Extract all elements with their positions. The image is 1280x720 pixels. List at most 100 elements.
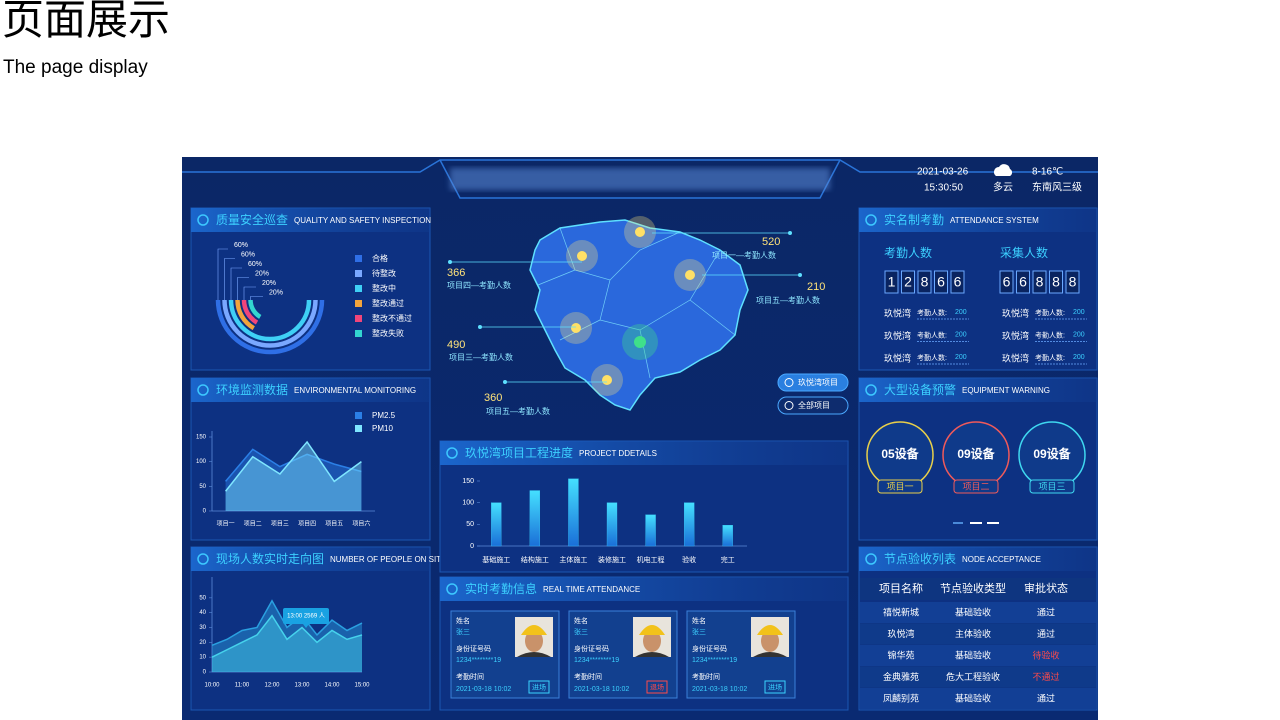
map-leader-dot	[448, 260, 452, 264]
x-tick-label: 15:00	[354, 683, 370, 689]
panel-icon	[197, 384, 209, 396]
area-line	[225, 448, 362, 482]
wind: 东南风三级	[1032, 181, 1082, 194]
radial-label: 60%	[248, 261, 262, 268]
map-pin	[635, 227, 645, 237]
panel-icon	[865, 553, 877, 565]
map-leader-dot	[478, 325, 482, 329]
legend-label: 合格	[372, 253, 388, 263]
equipment-tag	[1029, 479, 1075, 494]
weather: 多云	[993, 181, 1013, 194]
table-cell: 不通过	[1032, 671, 1059, 682]
radial-bar	[215, 299, 325, 355]
digit-box	[901, 270, 915, 294]
x-tick-label: 11:00	[235, 683, 250, 689]
card-value: 2021-03-18 10:02	[692, 686, 747, 693]
x-tick-label: 12:00	[264, 683, 280, 689]
worker-helmet	[639, 625, 665, 635]
x-tick-label: 13:00	[294, 683, 310, 689]
area-line	[211, 614, 363, 658]
map-button[interactable]	[777, 396, 849, 415]
counter-label: 采集人数	[1000, 245, 1048, 260]
x-tick-label: 主体施工	[559, 555, 587, 564]
panel-title: 节点验收列表	[884, 551, 956, 566]
digit-box	[934, 270, 948, 294]
radial-bar	[228, 299, 312, 342]
panel-icon	[446, 583, 458, 595]
map-region	[529, 219, 749, 411]
table-row	[860, 666, 1096, 688]
x-tick-label: 项目四	[298, 521, 316, 528]
y-tick-label: 50	[199, 595, 206, 601]
radial-leader	[237, 277, 249, 300]
panel-header	[440, 577, 848, 601]
table-row	[860, 623, 1096, 645]
digit: 6	[1019, 274, 1027, 290]
radial-label: 20%	[269, 289, 283, 296]
panel-icon	[446, 447, 458, 459]
radial-label: 60%	[241, 251, 255, 258]
table-cell: 基础验收	[955, 649, 991, 660]
row-value: 200	[1073, 309, 1085, 316]
panel-title: 玖悦湾项目工程进度	[465, 445, 573, 460]
temperature: 8-16℃	[1032, 167, 1063, 178]
status-box	[528, 680, 550, 694]
map-label: 项目三—考勤人数	[449, 352, 513, 362]
table-header-cell: 审批状态	[1024, 581, 1068, 595]
page-title: 页面展示	[2, 0, 170, 43]
map-label: 项目一—考勤人数	[712, 250, 776, 260]
panel-title: 环境监测数据	[216, 382, 288, 397]
table-cell: 凤麟别苑	[883, 692, 919, 703]
map-button-icon	[784, 401, 794, 410]
card-value: 2021-03-18 10:02	[574, 686, 629, 693]
y-tick-label: 40	[199, 610, 206, 616]
map-button-label[interactable]: 全部项目	[798, 400, 830, 410]
map-button-icon	[784, 378, 794, 387]
radial-leader	[217, 248, 228, 300]
bar	[683, 502, 695, 547]
map-button-label[interactable]: 玖悦湾项目	[798, 377, 838, 387]
digit-box	[917, 270, 932, 294]
radial-label: 20%	[262, 280, 276, 287]
panel-title: 实名制考勤	[884, 212, 944, 227]
bar	[645, 514, 656, 547]
digit: 6	[1003, 274, 1011, 290]
panel-subtitle: QUALITY AND SAFETY INSPECTION	[294, 216, 431, 225]
y-tick-label: 0	[203, 670, 207, 676]
radial-bar	[248, 299, 262, 319]
digit: 8	[1069, 274, 1077, 290]
row-project: 玖悦湾	[1002, 330, 1029, 341]
panel-title: 现场人数实时走向图	[216, 551, 324, 566]
table-cell: 通过	[1037, 692, 1055, 703]
x-tick-label: 验收	[682, 555, 696, 564]
x-tick-label: 项目二	[244, 521, 262, 528]
row-value: 200	[955, 331, 967, 338]
row-label: 考勤人数:	[1035, 308, 1065, 317]
card-label: 姓名	[574, 616, 588, 625]
card-value: 张三	[692, 627, 706, 636]
x-tick-label: 装修施工	[598, 555, 626, 564]
status-label: 进场	[768, 682, 782, 691]
bar	[568, 478, 579, 547]
area-line	[211, 599, 363, 646]
y-tick-label: 10	[199, 655, 206, 661]
card-label: 考勤时间	[456, 672, 484, 681]
panel-icon	[197, 553, 209, 565]
tooltip	[283, 608, 329, 624]
y-tick-label: 100	[462, 500, 474, 507]
map-button[interactable]	[777, 373, 849, 392]
row-project: 玖悦湾	[884, 352, 911, 363]
panel-subtitle: EQUIPMENT WARNING	[962, 386, 1050, 395]
row-value: 200	[955, 354, 967, 361]
card-value: 1234********19	[692, 657, 737, 664]
x-tick-label: 10:00	[204, 683, 220, 689]
digit-box	[884, 270, 899, 294]
legend-swatch	[355, 255, 362, 262]
equipment-tag	[877, 479, 923, 494]
status-box	[646, 680, 668, 694]
y-tick-label: 100	[196, 459, 207, 465]
worker-face	[643, 630, 661, 652]
table-row	[860, 688, 1096, 709]
blurred-title	[450, 168, 830, 190]
radial-label: 60%	[234, 242, 248, 249]
